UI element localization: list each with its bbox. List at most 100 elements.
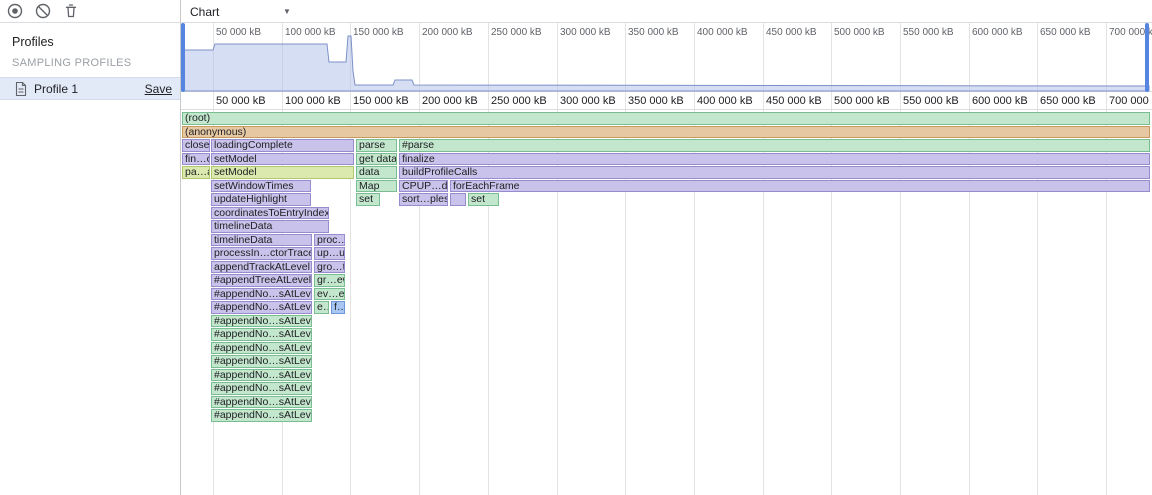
record-button[interactable] <box>6 2 26 21</box>
flame-block[interactable] <box>450 193 466 206</box>
flame-block[interactable]: timelineData <box>211 220 329 233</box>
flame-chart[interactable]: (root) (anonymous) close loadingComplete par… <box>181 110 1152 495</box>
sidebar: Profiles SAMPLING PROFILES Profile 1 Sav… <box>0 23 180 495</box>
flame-block[interactable]: #appendNo…sAtLevel <box>211 409 312 422</box>
record-icon <box>7 3 23 19</box>
flame-block[interactable]: setWindowTimes <box>211 179 311 192</box>
overview-tick-label: 400 000 kB <box>697 27 748 38</box>
flame-block[interactable]: proc…ata <box>314 233 345 246</box>
view-mode-select[interactable]: Chart ▼ <box>188 3 296 20</box>
flame-block[interactable]: setModel <box>211 152 354 165</box>
flame-block[interactable]: #appendNo…sAtLevel <box>211 287 312 300</box>
overview-tick-label: 550 000 kB <box>903 27 954 38</box>
ruler-tick-label: 350 000 kB <box>628 95 684 107</box>
gridline <box>625 23 626 495</box>
flame-block[interactable]: #appendNo…sAtLevel <box>211 368 312 381</box>
ruler-tick-label: 50 000 kB <box>216 95 266 107</box>
delete-profile-button[interactable] <box>62 2 82 21</box>
flame-block[interactable]: get data <box>356 152 397 165</box>
flame-block[interactable]: (root) <box>182 112 1150 125</box>
gridline <box>969 23 970 495</box>
flame-block[interactable]: #appendNo…sAtLevel <box>211 328 312 341</box>
flame-block[interactable]: up…up <box>314 247 345 260</box>
gridline <box>419 23 420 495</box>
flame-block[interactable]: sort…ples <box>399 193 448 206</box>
memory-overview[interactable]: 50 000 kB 100 000 kB 150 000 kB 200 000 kB 2… <box>181 23 1152 92</box>
flame-block[interactable]: data <box>356 166 397 179</box>
flame-block[interactable]: #parse <box>399 139 1150 152</box>
overview-tick-label: 450 000 kB <box>766 27 817 38</box>
flame-block[interactable]: appendTrackAtLevel <box>211 260 312 273</box>
flame-block[interactable]: processIn…ctorTrace <box>211 247 312 260</box>
range-handle-left[interactable] <box>181 23 185 92</box>
overview-tick-label: 200 000 kB <box>422 27 473 38</box>
flamechart-ruler: 50 000 kB 100 000 kB 150 000 kB 200 000 kB 2… <box>181 92 1152 110</box>
overview-tick-label: 100 000 kB <box>285 27 336 38</box>
ruler-tick-label: 250 000 kB <box>491 95 547 107</box>
overview-tick-label: 700 000 kB <box>1109 27 1152 38</box>
timeline-main: 50 000 kB 100 000 kB 150 000 kB 200 000 kB 2… <box>181 23 1152 495</box>
gridline <box>350 23 351 495</box>
flame-block[interactable]: buildProfileCalls <box>399 166 1150 179</box>
flame-block[interactable]: setModel <box>211 166 354 179</box>
flame-block[interactable]: gro…ts <box>314 260 345 273</box>
ruler-tick-label: 700 000 kB <box>1109 95 1152 107</box>
flame-block[interactable]: fin…ce <box>182 152 210 165</box>
flame-block[interactable]: updateHighlight <box>211 193 311 206</box>
flame-block[interactable]: #appendTreeAtLevel <box>211 274 312 287</box>
sampling-profiles-heading: SAMPLING PROFILES <box>12 57 132 69</box>
flame-block[interactable]: CPUP…del <box>399 179 448 192</box>
gridline <box>557 23 558 495</box>
ruler-tick-label: 150 000 kB <box>353 95 409 107</box>
overview-tick-label: 150 000 kB <box>353 27 404 38</box>
view-mode-label: Chart <box>190 5 220 19</box>
flame-block[interactable]: finalize <box>399 152 1150 165</box>
flame-block[interactable]: #appendNo…sAtLevel <box>211 301 312 314</box>
flame-block[interactable]: Map <box>356 179 397 192</box>
flame-block[interactable]: set <box>468 193 499 206</box>
flame-block[interactable]: loadingComplete <box>211 139 354 152</box>
flame-block[interactable]: forEachFrame <box>450 179 1150 192</box>
flame-block[interactable]: #appendNo…sAtLevel <box>211 382 312 395</box>
trash-icon <box>65 4 77 18</box>
flame-block[interactable]: f… <box>331 301 345 314</box>
overview-tick-label: 50 000 kB <box>216 27 262 38</box>
gridline <box>900 23 901 495</box>
overview-tick-label: 300 000 kB <box>560 27 611 38</box>
flame-block[interactable]: e… <box>314 301 329 314</box>
gridline <box>1037 23 1038 495</box>
flame-block[interactable]: #appendNo…sAtLevel <box>211 395 312 408</box>
gridline <box>763 23 764 495</box>
flame-block[interactable]: gr…ew <box>314 274 345 287</box>
gridline <box>1106 23 1107 495</box>
flame-block[interactable]: #appendNo…sAtLevel <box>211 341 312 354</box>
save-link[interactable]: Save <box>144 82 172 96</box>
profile-list-item[interactable]: Profile 1 Save <box>0 77 180 100</box>
overview-tick-label: 600 000 kB <box>972 27 1023 38</box>
memory-area-chart <box>181 35 1150 92</box>
profiles-heading: Profiles <box>12 35 54 49</box>
gridline <box>488 23 489 495</box>
flame-block[interactable]: close <box>182 139 210 152</box>
ruler-tick-label: 650 000 kB <box>1040 95 1096 107</box>
flame-block[interactable]: timelineData <box>211 233 312 246</box>
flame-block[interactable]: set <box>356 193 380 206</box>
overview-tick-label: 650 000 kB <box>1040 27 1091 38</box>
clear-icon <box>35 3 51 19</box>
flame-block[interactable]: ev…ew <box>314 287 345 300</box>
ruler-tick-label: 100 000 kB <box>285 95 341 107</box>
gridline <box>831 23 832 495</box>
ruler-tick-label: 450 000 kB <box>766 95 822 107</box>
flame-block[interactable]: coordinatesToEntryIndex <box>211 206 329 219</box>
flame-block[interactable]: #appendNo…sAtLevel <box>211 314 312 327</box>
flame-block[interactable]: (anonymous) <box>182 125 1150 138</box>
flame-block[interactable]: pa…at <box>182 166 210 179</box>
overview-tick-label: 500 000 kB <box>834 27 885 38</box>
panel-divider <box>180 0 181 495</box>
ruler-tick-label: 300 000 kB <box>560 95 616 107</box>
range-handle-right[interactable] <box>1145 23 1149 92</box>
flame-block[interactable]: parse <box>356 139 397 152</box>
clear-all-button[interactable] <box>34 2 54 21</box>
ruler-tick-label: 400 000 kB <box>697 95 753 107</box>
flame-block[interactable]: #appendNo…sAtLevel <box>211 355 312 368</box>
